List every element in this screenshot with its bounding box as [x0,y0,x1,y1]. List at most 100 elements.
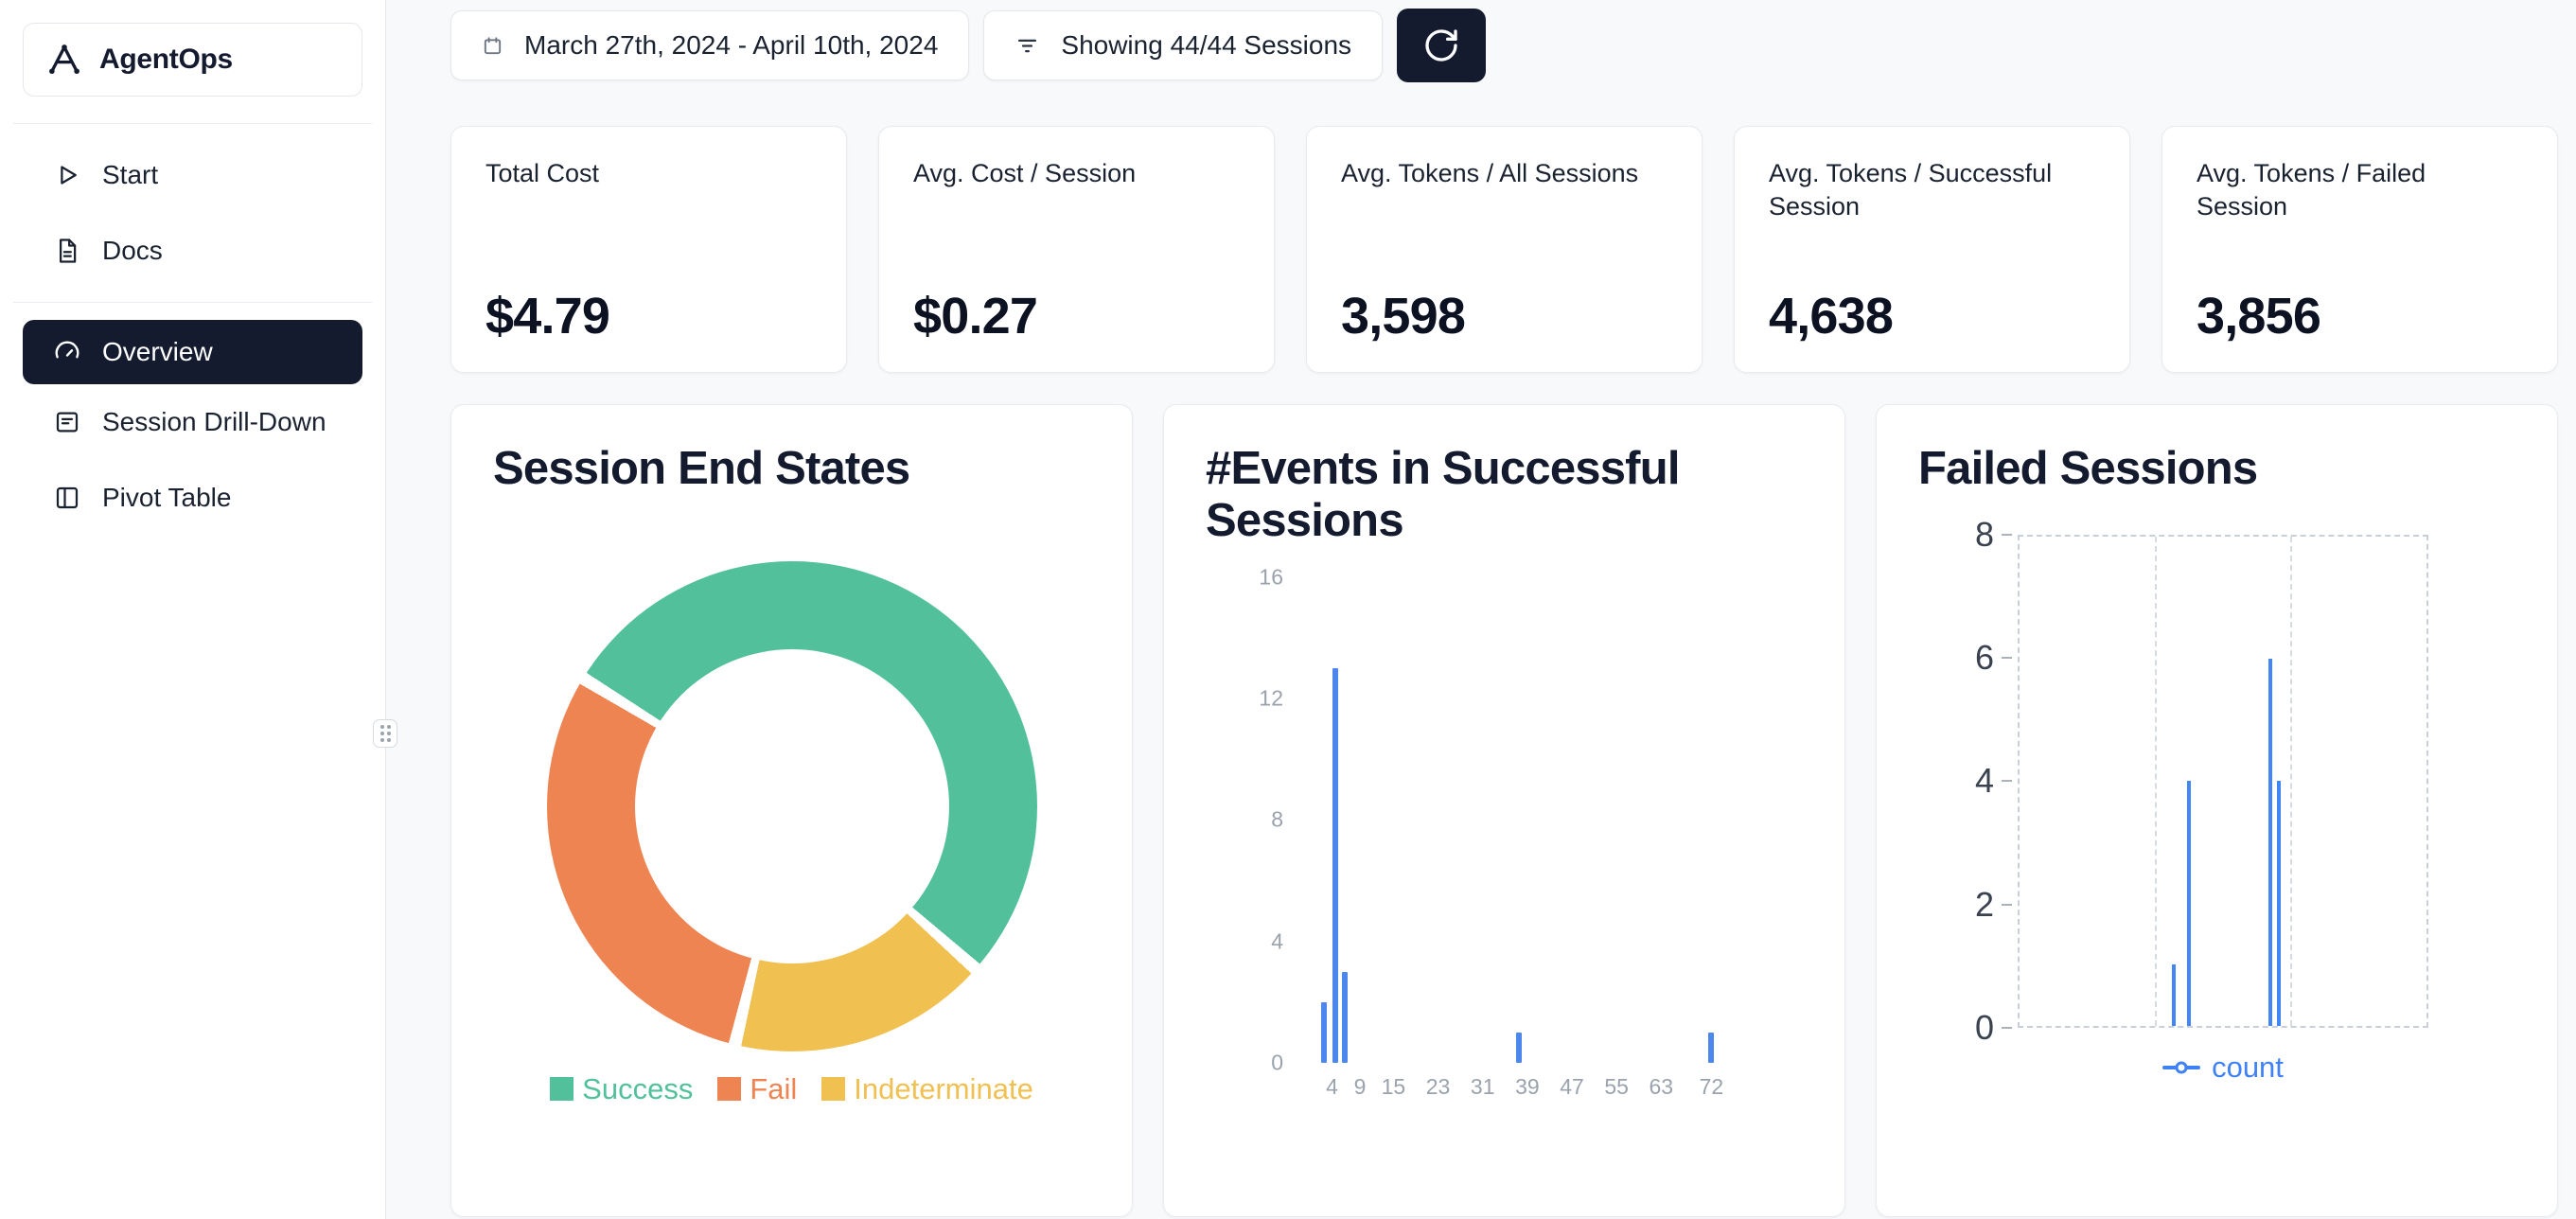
sidebar-divider [13,123,372,124]
gauge-icon [55,341,79,359]
x-tick-label: 63 [1649,1073,1674,1099]
x-tick-label: 15 [1381,1073,1406,1099]
y-tick-mark [2002,1026,2012,1029]
count-legend-label: count [2212,1050,2284,1084]
y-tick-label: 16 [1259,564,1283,590]
sidebar-nav-group: Overview Session Drill-Down Pivot Table [0,320,385,536]
y-tick-mark [2002,903,2012,906]
sidebar-item-docs[interactable]: Docs [0,213,385,289]
sidebar-item-label: Pivot Table [102,483,232,512]
y-tick-label: 4 [1974,761,1994,801]
gridline-vertical [2290,536,2293,1026]
date-range-label: March 27th, 2024 - April 10th, 2024 [524,30,939,60]
toolbar: March 27th, 2024 - April 10th, 2024 Show… [450,9,2558,82]
agentops-logo-icon [49,44,79,75]
chart-title: Session End States [493,443,910,494]
y-tick-mark [2002,657,2012,660]
y-tick-label: 8 [1271,806,1283,832]
events-bar-chart[interactable]: 0 4 8 12 16 4 9 15 23 31 39 47 55 63 72 [1206,564,1803,1145]
stat-card-avg-tokens-failed: Avg. Tokens / Failed Session 3,856 [2161,126,2558,373]
count-legend[interactable]: count [2018,1051,2428,1085]
stat-value: $4.79 [485,288,610,344]
stat-value: 4,638 [1769,288,1894,344]
sidebar-item-session-drilldown[interactable]: Session Drill-Down [0,384,385,460]
line-plot [2018,534,2428,1028]
bar-y-axis: 0 4 8 12 16 [1206,564,1291,1074]
y-tick-mark [2002,780,2012,783]
stat-card-total-cost: Total Cost $4.79 [450,126,847,373]
x-tick-label: 4 [1326,1073,1338,1099]
sidebar-divider [13,302,372,303]
sidebar-item-pivot-table[interactable]: Pivot Table [0,460,385,536]
histogram-bar [1341,971,1348,1063]
legend-swatch [821,1077,846,1102]
legend-label: Fail [750,1071,798,1105]
sidebar-item-label: Overview [102,337,213,366]
date-range-button[interactable]: March 27th, 2024 - April 10th, 2024 [450,10,970,80]
chart-title: Failed Sessions [1918,443,2258,494]
histogram-bar [1708,1032,1715,1063]
line-y-axis: 0 2 4 6 8 [1918,515,2012,1047]
sessions-filter-button[interactable]: Showing 44/44 Sessions [983,10,1384,80]
y-tick-label: 8 [1974,514,1994,554]
x-tick-label: 31 [1470,1073,1495,1099]
sidebar-resize-handle[interactable] [373,719,397,748]
donut-hole [634,648,949,963]
histogram-bar [1516,1032,1523,1063]
y-tick-label: 6 [1974,638,1994,678]
stat-card-avg-cost: Avg. Cost / Session $0.27 [878,126,1275,373]
sidebar-item-label: Docs [102,236,163,265]
legend-item-success[interactable]: Success [550,1072,693,1106]
calendar-icon [484,36,502,54]
y-tick-label: 0 [1974,1007,1994,1047]
grip-dot [379,725,384,729]
legend-item-indeterminate[interactable]: Indeterminate [821,1072,1033,1106]
stat-card-avg-tokens-all: Avg. Tokens / All Sessions 3,598 [1306,126,1703,373]
grip-dot [379,738,384,742]
y-tick-label: 12 [1259,685,1283,711]
refresh-button[interactable] [1397,9,1487,82]
stat-value: $0.27 [913,288,1038,344]
grip-dot [379,732,384,735]
failed-sessions-chart[interactable]: 0 2 4 6 8 count [1918,515,2515,1159]
donut-chart[interactable] [546,560,1037,1051]
stat-value: 3,856 [2197,288,2321,344]
app-title: AgentOps [99,44,233,75]
legend-swatch [717,1077,742,1102]
grip-dot [386,725,391,729]
agentops-logo[interactable]: AgentOps [23,23,362,97]
grip-dot [386,732,391,735]
y-tick-mark [2002,533,2012,536]
legend-label: Success [582,1071,694,1105]
sidebar-top-group: Start Docs [0,137,385,289]
sidebar-item-label: Session Drill-Down [102,407,326,436]
chart-title: #Events in Successful Sessions [1206,443,1680,546]
events-histogram-card: #Events in Successful Sessions 0 4 8 12 16 4… [1163,404,1845,1217]
sidebar-item-start[interactable]: Start [0,137,385,213]
donut-legend: Success Fail Indeterminate [493,1072,1090,1106]
count-legend-marker [2162,1061,2201,1074]
filter-icon [1018,39,1037,52]
charts-row: Session End States Success Fail [450,404,2558,1217]
stat-label: Avg. Tokens / All Sessions [1341,159,1639,187]
failed-sessions-card: Failed Sessions 0 2 4 6 8 count [1876,404,2558,1217]
x-tick-label: 39 [1515,1073,1540,1099]
count-spike [2187,781,2192,1026]
gridline-vertical [2155,536,2158,1026]
stat-label: Avg. Cost / Session [913,159,1137,187]
pivot-table-icon [56,486,79,509]
legend-label: Indeterminate [854,1071,1033,1105]
count-spike [2268,659,2273,1026]
refresh-icon [1425,29,1457,62]
sidebar-item-overview[interactable]: Overview [23,320,362,384]
x-tick-label: 72 [1699,1073,1724,1099]
stats-row: Total Cost $4.79 Avg. Cost / Session $0.… [450,126,2558,373]
session-end-states-card: Session End States Success Fail [450,404,1133,1217]
x-tick-label: 55 [1604,1073,1629,1099]
y-tick-label: 2 [1974,884,1994,924]
play-icon [61,166,77,185]
legend-item-fail[interactable]: Fail [717,1072,797,1106]
grip-dot [386,738,391,742]
stat-label: Avg. Tokens / Successful Session [1769,159,2053,221]
sidebar: AgentOps Start Docs [0,0,386,1219]
